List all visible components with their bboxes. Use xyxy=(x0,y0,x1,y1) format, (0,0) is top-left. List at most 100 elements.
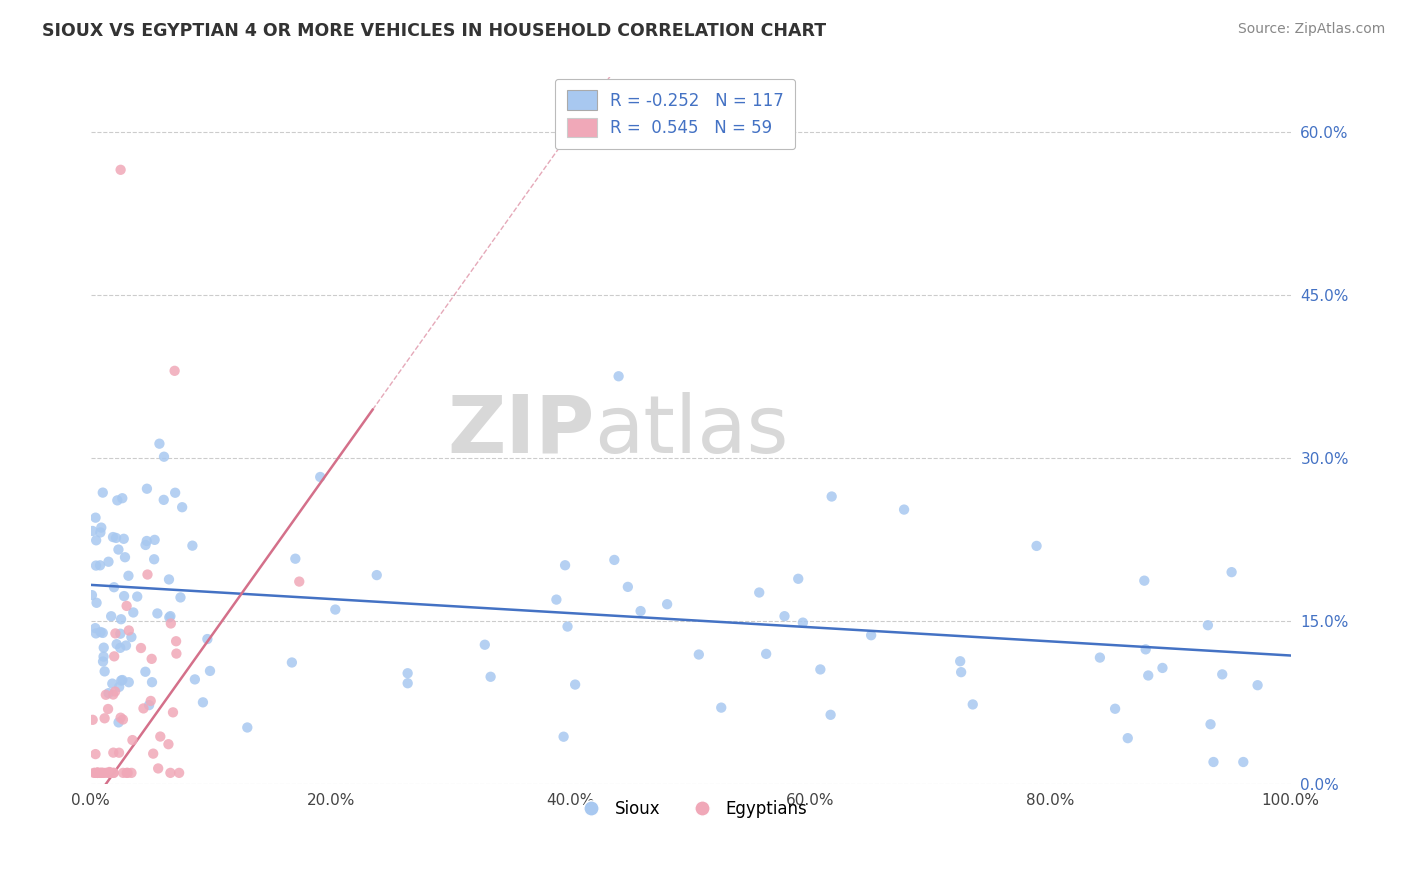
Point xyxy=(86,765,108,780)
Point xyxy=(184,673,207,687)
Point xyxy=(104,684,127,698)
Point xyxy=(98,765,121,780)
Point xyxy=(103,649,125,664)
Point xyxy=(111,713,134,727)
Point xyxy=(149,730,172,744)
Text: Source: ZipAtlas.com: Source: ZipAtlas.com xyxy=(1237,22,1385,37)
Point xyxy=(118,624,141,638)
Point xyxy=(115,599,138,613)
Point xyxy=(103,765,125,780)
Point xyxy=(143,552,166,566)
Point xyxy=(163,364,186,378)
Point xyxy=(97,702,120,716)
Point xyxy=(309,470,332,484)
Point xyxy=(165,647,187,661)
Point xyxy=(136,567,159,582)
Point xyxy=(86,765,108,780)
Point xyxy=(112,765,135,780)
Point xyxy=(101,530,124,544)
Point xyxy=(159,616,181,631)
Point xyxy=(792,615,814,630)
Point xyxy=(90,625,112,640)
Point xyxy=(808,662,831,676)
Point xyxy=(146,607,169,621)
Point xyxy=(165,634,187,648)
Point xyxy=(111,673,134,687)
Point xyxy=(396,666,419,681)
Point xyxy=(108,746,131,760)
Point xyxy=(110,640,132,655)
Point xyxy=(157,573,180,587)
Point xyxy=(83,765,105,780)
Point xyxy=(87,765,110,780)
Point xyxy=(110,162,132,177)
Point xyxy=(107,715,129,730)
Point xyxy=(82,524,104,538)
Point xyxy=(98,764,121,779)
Point xyxy=(181,539,204,553)
Point xyxy=(104,626,127,640)
Point xyxy=(105,637,128,651)
Point xyxy=(787,572,810,586)
Point xyxy=(159,765,181,780)
Point xyxy=(950,665,973,680)
Point xyxy=(91,655,114,669)
Point xyxy=(112,589,135,603)
Point xyxy=(110,612,132,626)
Point xyxy=(100,609,122,624)
Point xyxy=(159,609,181,624)
Point xyxy=(195,632,218,646)
Point xyxy=(564,677,586,691)
Point xyxy=(167,765,190,780)
Point xyxy=(157,737,180,751)
Point xyxy=(1202,755,1225,769)
Point xyxy=(84,747,107,761)
Point xyxy=(755,647,778,661)
Point xyxy=(86,765,108,780)
Point xyxy=(191,695,214,709)
Point xyxy=(91,765,114,780)
Point xyxy=(1220,565,1243,579)
Point xyxy=(148,436,170,450)
Point xyxy=(557,619,579,633)
Point xyxy=(115,765,138,780)
Point xyxy=(1116,731,1139,746)
Point xyxy=(554,558,576,573)
Point xyxy=(97,555,120,569)
Point xyxy=(748,585,770,599)
Point xyxy=(108,680,131,694)
Point xyxy=(86,765,108,780)
Point xyxy=(139,694,162,708)
Point xyxy=(157,610,180,624)
Point xyxy=(103,580,125,594)
Point xyxy=(1025,539,1047,553)
Point xyxy=(949,654,972,668)
Point xyxy=(1197,618,1219,632)
Point xyxy=(101,688,124,702)
Point xyxy=(396,676,419,690)
Point xyxy=(101,676,124,690)
Point xyxy=(132,701,155,715)
Point xyxy=(630,604,652,618)
Point xyxy=(146,761,169,775)
Point xyxy=(134,665,156,679)
Text: SIOUX VS EGYPTIAN 4 OR MORE VEHICLES IN HOUSEHOLD CORRELATION CHART: SIOUX VS EGYPTIAN 4 OR MORE VEHICLES IN … xyxy=(42,22,827,40)
Point xyxy=(120,630,142,644)
Point xyxy=(169,591,191,605)
Point xyxy=(80,588,103,602)
Point xyxy=(100,765,122,780)
Point xyxy=(323,602,346,616)
Point xyxy=(86,765,108,780)
Point xyxy=(114,550,136,565)
Point xyxy=(821,490,844,504)
Point xyxy=(479,670,502,684)
Text: ZIP: ZIP xyxy=(447,392,595,469)
Point xyxy=(1135,642,1157,657)
Point xyxy=(93,640,115,655)
Point xyxy=(162,706,184,720)
Point xyxy=(1211,667,1233,681)
Point xyxy=(91,626,114,640)
Point xyxy=(1104,702,1126,716)
Point xyxy=(105,531,128,545)
Point xyxy=(91,485,114,500)
